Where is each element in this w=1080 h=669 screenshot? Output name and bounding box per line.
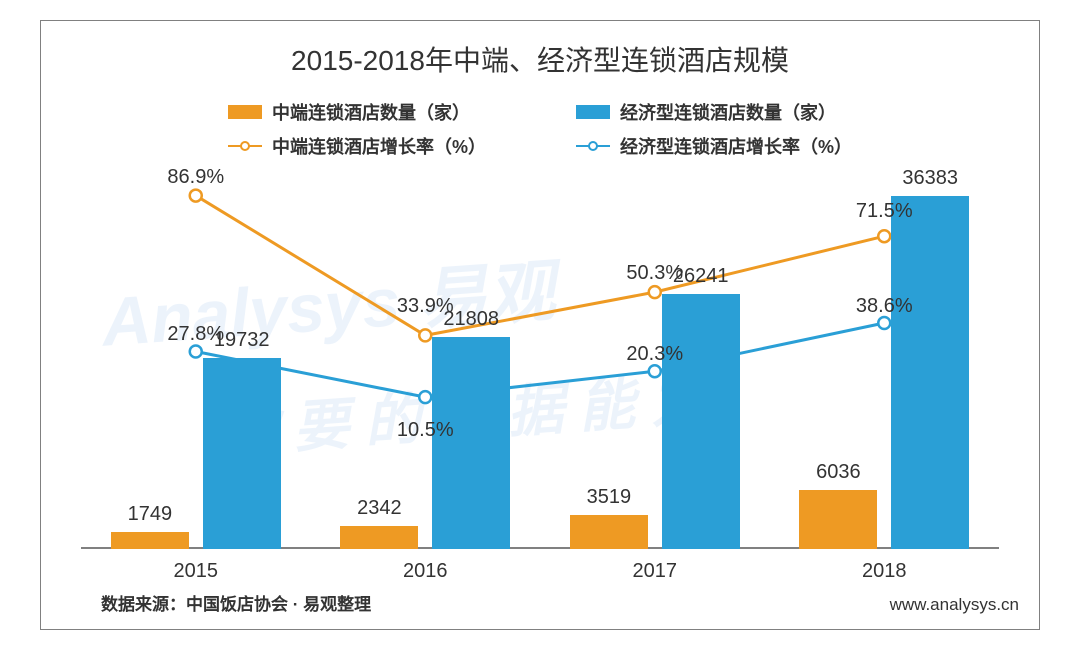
bar — [570, 515, 648, 549]
line-marker — [878, 317, 890, 329]
legend-swatch-icon — [576, 139, 610, 153]
bar-value-label: 1749 — [128, 503, 173, 526]
bar — [891, 196, 969, 549]
legend-label: 中端连锁酒店数量（家） — [272, 99, 470, 125]
legend-bar-economy: 经济型连锁酒店数量（家） — [576, 99, 852, 125]
legend-label: 经济型连锁酒店增长率（%） — [620, 133, 852, 159]
legend-label: 中端连锁酒店增长率（%） — [272, 133, 486, 159]
legend-line-economy: 经济型连锁酒店增长率（%） — [576, 133, 852, 159]
bar — [111, 532, 189, 549]
line-value-label: 10.5% — [397, 419, 454, 442]
line-marker — [649, 286, 661, 298]
line-value-label: 38.6% — [856, 295, 913, 318]
growth-line — [196, 196, 885, 336]
bar — [432, 337, 510, 549]
line-value-label: 20.3% — [626, 343, 683, 366]
source-url: www.analysys.cn — [890, 595, 1019, 615]
line-value-label: 33.9% — [397, 295, 454, 318]
chart-frame: Analysys 易观 你 要 的 数 据 能 力 2015-2018年中端、经… — [40, 20, 1040, 630]
line-value-label: 50.3% — [626, 262, 683, 285]
line-marker — [878, 230, 890, 242]
line-value-label: 86.9% — [167, 166, 224, 189]
legend-label: 经济型连锁酒店数量（家） — [620, 99, 836, 125]
growth-line — [196, 323, 885, 397]
x-axis-label: 2017 — [633, 560, 678, 583]
line-marker — [419, 391, 431, 403]
bar — [340, 526, 418, 549]
x-axis-label: 2018 — [862, 560, 907, 583]
line-marker — [190, 190, 202, 202]
bar-value-label: 3519 — [587, 486, 632, 509]
data-source-label: 数据来源：中国饭店协会 · 易观整理 — [101, 590, 371, 615]
x-axis-label: 2016 — [403, 560, 448, 583]
legend-line-midrange: 中端连锁酒店增长率（%） — [228, 133, 486, 159]
legend-bar-midrange: 中端连锁酒店数量（家） — [228, 99, 486, 125]
bar — [662, 294, 740, 549]
bar-value-label: 6036 — [816, 461, 861, 484]
bar-value-label: 2342 — [357, 497, 402, 520]
legend-swatch-icon — [228, 105, 262, 119]
line-marker — [419, 329, 431, 341]
legend-swatch-icon — [228, 139, 262, 153]
chart-title: 2015-2018年中端、经济型连锁酒店规模 — [41, 21, 1039, 79]
line-value-label: 27.8% — [167, 323, 224, 346]
bar — [799, 490, 877, 549]
legend: 中端连锁酒店数量（家） 中端连锁酒店增长率（%） 经济型连锁酒店数量（家） — [41, 99, 1039, 159]
x-axis-label: 2015 — [174, 560, 219, 583]
line-value-label: 71.5% — [856, 200, 913, 223]
line-marker — [190, 345, 202, 357]
legend-swatch-icon — [576, 105, 610, 119]
plot-area: 1749197322015234221808201635192624120176… — [81, 161, 999, 549]
bar-value-label: 36383 — [902, 167, 958, 190]
bar — [203, 358, 281, 549]
line-marker — [649, 365, 661, 377]
